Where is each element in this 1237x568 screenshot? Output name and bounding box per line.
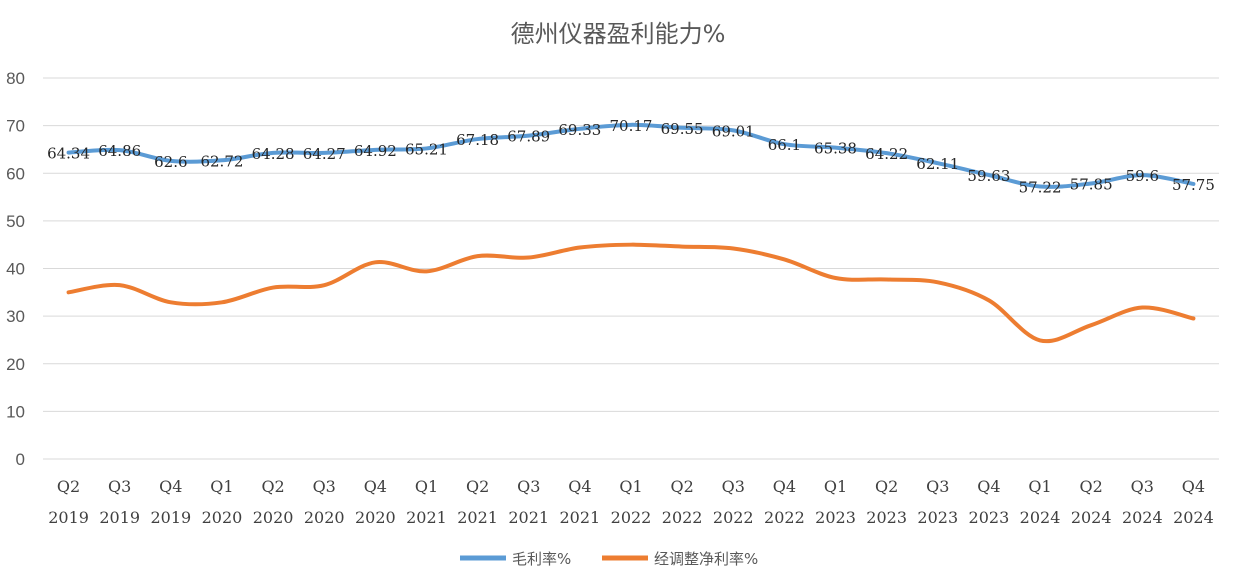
data-label: 62.11 <box>916 155 959 173</box>
y-tick-label: 70 <box>6 117 25 136</box>
data-label: 67.18 <box>456 131 499 149</box>
x-tick-year: 2019 <box>48 508 89 527</box>
x-tick-year: 2023 <box>969 508 1010 527</box>
x-tick-quarter: Q3 <box>926 477 949 496</box>
x-tick-year: 2024 <box>1122 508 1163 527</box>
x-tick-year: 2024 <box>1173 508 1214 527</box>
x-tick-year: 2023 <box>815 508 856 527</box>
x-tick-quarter: Q3 <box>722 477 745 496</box>
x-tick-year: 2024 <box>1071 508 1112 527</box>
x-tick-quarter: Q4 <box>773 477 796 496</box>
x-tick-quarter: Q3 <box>517 477 540 496</box>
data-label: 64.27 <box>303 145 346 163</box>
legend: 毛利率% 经调整净利率% <box>460 550 758 568</box>
x-tick-quarter: Q1 <box>415 477 438 496</box>
x-tick-quarter: Q1 <box>210 477 233 496</box>
data-label: 57.85 <box>1070 175 1113 193</box>
x-tick-quarter: Q3 <box>108 477 131 496</box>
x-tick-year: 2020 <box>355 508 396 527</box>
x-tick-year: 2023 <box>866 508 907 527</box>
x-tick-quarter: Q4 <box>159 477 182 496</box>
x-tick-quarter: Q2 <box>875 477 898 496</box>
x-tick-quarter: Q3 <box>1131 477 1154 496</box>
x-tick-quarter: Q2 <box>466 477 489 496</box>
data-label: 64.34 <box>47 145 90 163</box>
series-line-net-margin <box>66 242 1196 344</box>
x-tick-year: 2020 <box>304 508 345 527</box>
data-label: 65.38 <box>814 140 857 158</box>
x-tick-year: 2021 <box>560 508 601 527</box>
y-tick-label: 30 <box>6 307 25 326</box>
y-tick-label: 10 <box>6 402 25 421</box>
chart-title: 德州仪器盈利能力% <box>511 20 726 48</box>
x-tick-year: 2020 <box>202 508 243 527</box>
data-label: 64.28 <box>252 145 295 163</box>
x-tick-quarter: Q2 <box>670 477 693 496</box>
x-tick-quarter: Q4 <box>1182 477 1205 496</box>
data-label: 57.75 <box>1172 176 1215 194</box>
x-tick-year: 2021 <box>508 508 549 527</box>
data-label: 69.01 <box>712 122 755 140</box>
x-tick-quarter: Q4 <box>568 477 591 496</box>
data-label: 67.89 <box>507 128 550 146</box>
x-tick-year: 2022 <box>611 508 652 527</box>
series-line-gross-margin <box>66 122 1196 189</box>
data-label: 69.33 <box>558 121 601 139</box>
x-tick-year: 2022 <box>764 508 805 527</box>
x-tick-quarter: Q1 <box>1028 477 1051 496</box>
data-label: 66.1 <box>768 136 801 154</box>
x-tick-quarter: Q4 <box>364 477 387 496</box>
data-label: 57.22 <box>1019 178 1062 196</box>
x-tick-year: 2021 <box>406 508 447 527</box>
data-label: 64.22 <box>865 145 908 163</box>
data-label: 69.55 <box>661 120 704 138</box>
x-tick-quarter: Q1 <box>619 477 642 496</box>
data-label: 62.6 <box>154 153 187 171</box>
legend-label-gross-margin: 毛利率% <box>512 550 571 568</box>
series-lines <box>66 122 1196 344</box>
x-tick-year: 2021 <box>457 508 498 527</box>
x-tick-quarter: Q3 <box>313 477 336 496</box>
x-tick-year: 2019 <box>99 508 140 527</box>
data-label: 62.72 <box>200 152 243 170</box>
y-tick-label: 0 <box>16 450 25 469</box>
data-label: 70.17 <box>610 117 653 135</box>
x-tick-quarter: Q4 <box>977 477 1000 496</box>
x-tick-year: 2023 <box>917 508 958 527</box>
x-tick-quarter: Q1 <box>824 477 847 496</box>
x-tick-quarter: Q2 <box>57 477 80 496</box>
x-tick-year: 2020 <box>253 508 294 527</box>
y-tick-label: 40 <box>6 260 25 279</box>
x-axis: Q2 2019 Q3 2019 Q4 2019 Q1 2020 Q2 2020 Q3 2020 Q4 20… <box>48 477 1214 527</box>
data-label: 59.63 <box>967 167 1010 185</box>
y-axis: 0 10 20 30 40 50 60 70 80 <box>6 69 25 469</box>
x-tick-quarter: Q2 <box>1080 477 1103 496</box>
y-tick-label: 20 <box>6 355 25 374</box>
y-tick-label: 80 <box>6 69 25 88</box>
y-tick-label: 60 <box>6 164 25 183</box>
x-tick-quarter: Q2 <box>261 477 284 496</box>
y-tick-label: 50 <box>6 212 25 231</box>
data-label: 59.6 <box>1126 167 1159 185</box>
data-label: 64.92 <box>354 142 397 160</box>
data-label: 64.86 <box>98 142 141 160</box>
data-labels: 64.34 64.86 62.6 62.72 64.28 64.27 64.92 65.21 6… <box>47 117 1215 197</box>
legend-label-net-margin: 经调整净利率% <box>654 550 758 568</box>
x-tick-year: 2022 <box>713 508 754 527</box>
data-label: 65.21 <box>405 140 448 158</box>
x-tick-year: 2024 <box>1020 508 1061 527</box>
grid <box>43 77 1219 460</box>
x-tick-year: 2019 <box>150 508 191 527</box>
x-tick-year: 2022 <box>662 508 703 527</box>
